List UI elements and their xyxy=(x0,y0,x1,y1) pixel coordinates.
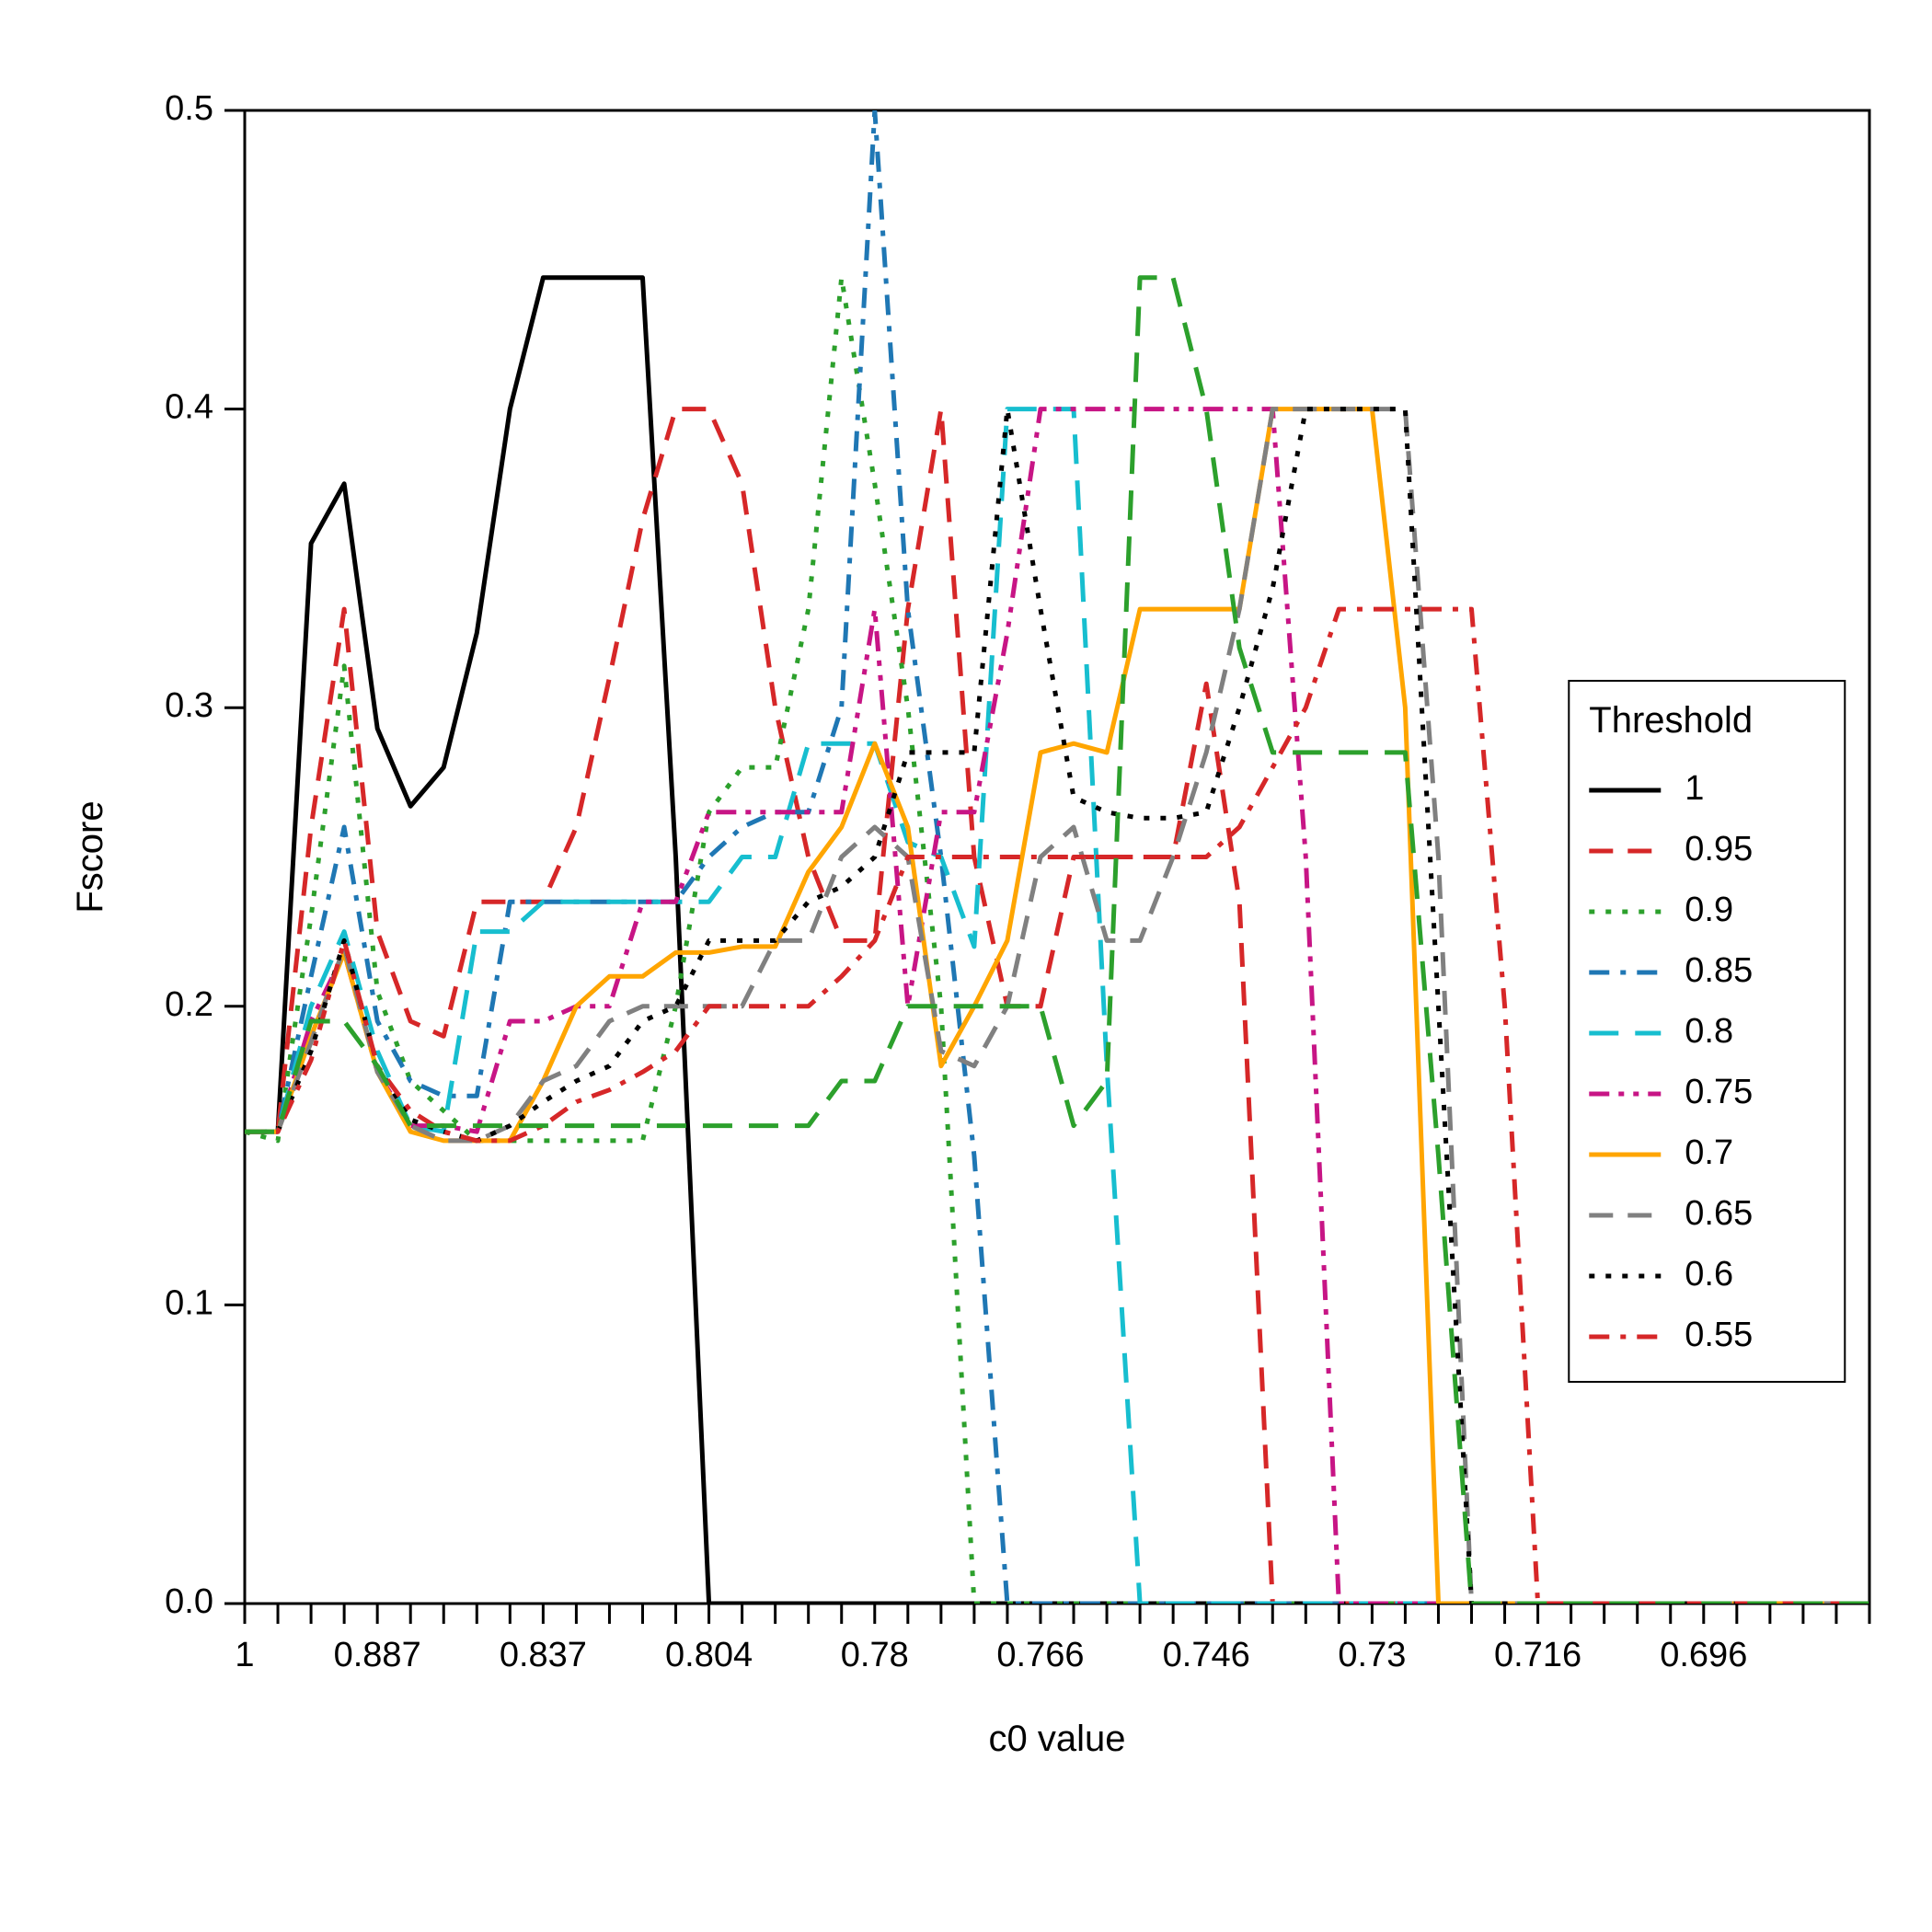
x-tick-label: 0.78 xyxy=(841,1636,909,1674)
legend-label: 0.9 xyxy=(1685,891,1733,929)
line-chart: 0.0 0.1 0.2 0.3 0.4 0.5 1 0.887 0.837 0.804 0.78 0.… xyxy=(0,0,1932,1932)
x-tick-label: 0.804 xyxy=(665,1636,753,1674)
x-tick-label: 0.746 xyxy=(1163,1636,1250,1674)
x-tick-label: 0.837 xyxy=(500,1636,587,1674)
x-tick-label: 0.696 xyxy=(1660,1636,1747,1674)
y-tick-label: 0.4 xyxy=(165,388,213,427)
legend-label: 0.65 xyxy=(1685,1194,1753,1233)
legend-label: 0.7 xyxy=(1685,1133,1733,1172)
x-tick-label: 1 xyxy=(235,1636,254,1674)
legend-label: 0.55 xyxy=(1685,1316,1753,1354)
y-axis-title: Fscore xyxy=(70,800,110,913)
x-tick-label: 0.73 xyxy=(1338,1636,1406,1674)
y-tick-label: 0.3 xyxy=(165,686,213,725)
y-tick-label: 0.5 xyxy=(165,89,213,128)
x-tick-label: 0.716 xyxy=(1494,1636,1581,1674)
y-tick-label: 0.1 xyxy=(165,1283,213,1322)
y-tick-label: 0.2 xyxy=(165,985,213,1024)
y-tick-label: 0.0 xyxy=(165,1582,213,1621)
legend-label: 0.6 xyxy=(1685,1255,1733,1294)
legend-label: 0.85 xyxy=(1685,951,1753,990)
chart-container: 0.0 0.1 0.2 0.3 0.4 0.5 1 0.887 0.837 0.804 0.78 0.… xyxy=(0,0,1932,1932)
legend-label: 0.95 xyxy=(1685,830,1753,868)
legend-label: 0.8 xyxy=(1685,1012,1733,1051)
legend-label: 0.75 xyxy=(1685,1073,1753,1111)
legend-title-text: Threshold xyxy=(1589,700,1753,741)
x-tick-label: 0.766 xyxy=(996,1636,1084,1674)
x-tick-label: 0.887 xyxy=(334,1636,421,1674)
legend-label: 1 xyxy=(1685,769,1704,808)
x-axis-title: c0 value xyxy=(989,1719,1126,1759)
